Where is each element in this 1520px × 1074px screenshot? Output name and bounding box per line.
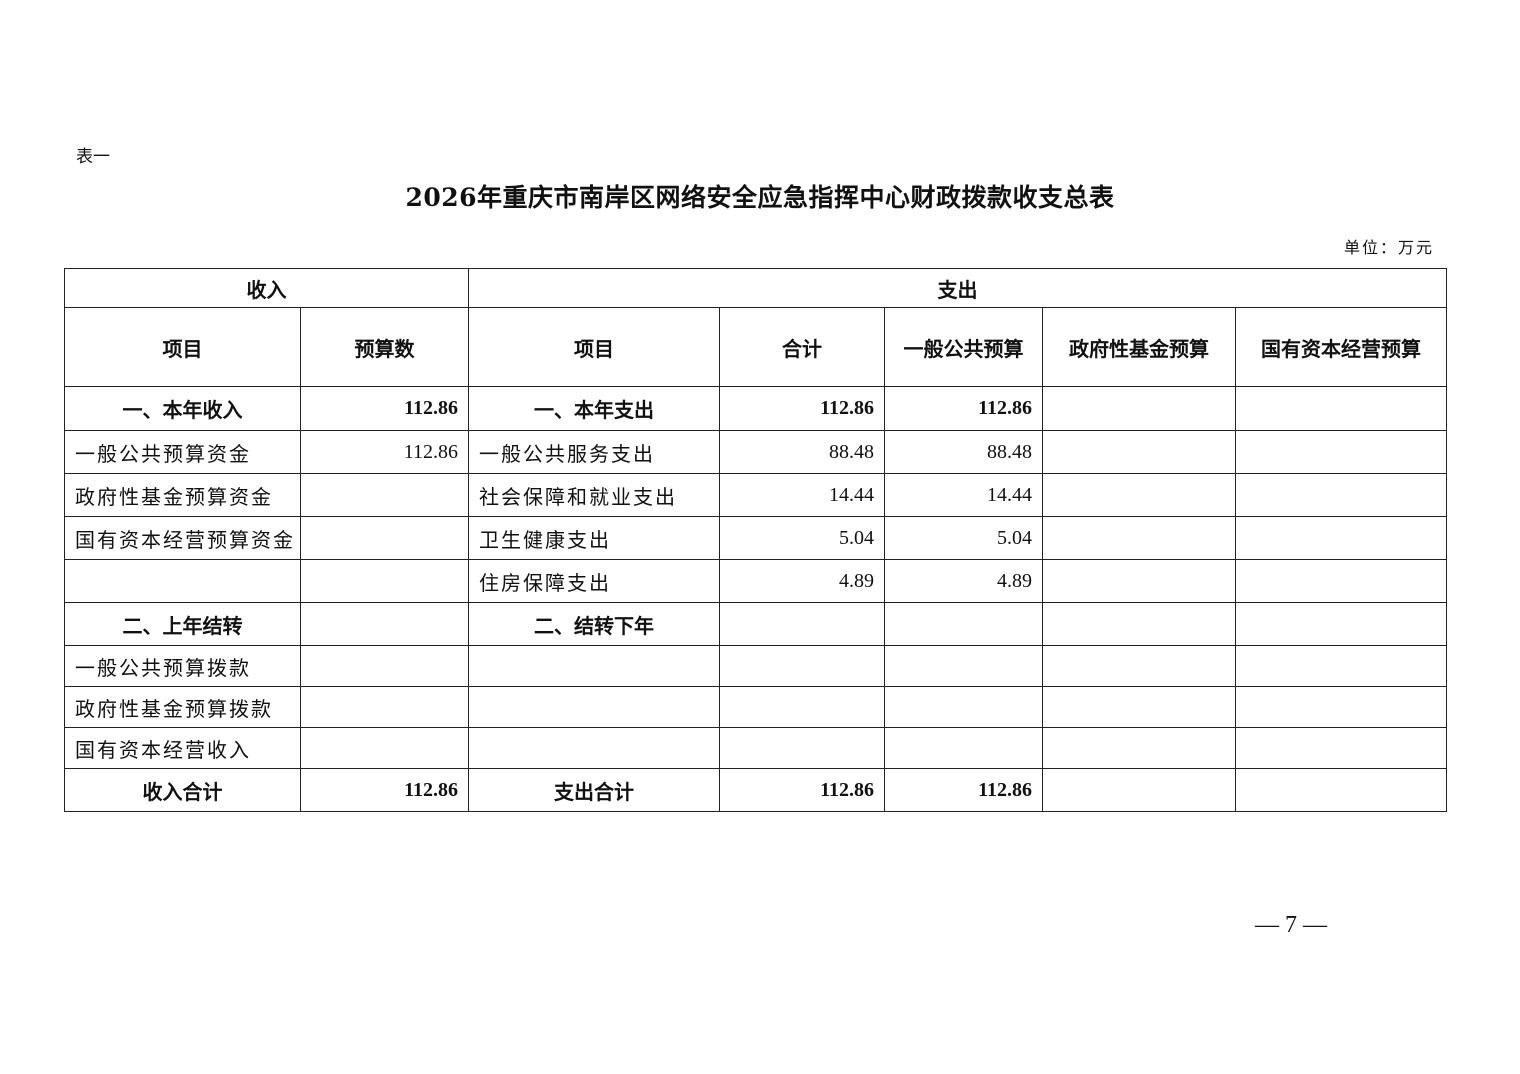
amount-cell [1042,768,1236,812]
amount-cell: 112.86 [884,386,1043,431]
amount-cell: 14.44 [884,473,1043,517]
table-row: 国有资本经营收入 [64,727,1448,769]
amount-cell [1042,727,1236,769]
table-row: 政府性基金预算资金 社会保障和就业支出 14.44 14.44 [64,473,1448,517]
amount-cell [300,602,469,646]
amount-cell [1042,386,1236,431]
amount-cell [300,645,469,687]
item-cell [468,686,720,728]
item-cell: 一般公共预算拨款 [64,645,301,687]
amount-cell [1234,602,1448,646]
item-cell: 收入合计 [64,768,301,812]
item-cell: 一、本年收入 [64,386,301,431]
item-cell: 社会保障和就业支出 [468,473,720,517]
amount-cell [1234,473,1448,517]
expense-header: 支出 [467,268,1448,308]
amount-cell [1234,430,1448,474]
amount-cell: 4.89 [884,559,1043,603]
item-cell [64,559,301,603]
table-row: 二、上年结转 二、结转下年 [64,602,1448,646]
amount-cell: 112.86 [300,768,469,812]
column-header: 预算数 [300,307,469,387]
amount-cell [1234,645,1448,687]
group-header-row: 收入 支出 [64,268,1448,308]
amount-cell: 88.48 [884,430,1043,474]
amount-cell [884,727,1043,769]
budget-table: 收入 支出 项目 预算数 项目 合计 一般公共预算 政府性基金预算 国有资本经营… [64,268,1448,812]
amount-cell [884,602,1043,646]
item-cell: 一般公共预算资金 [64,430,301,474]
table-row: 政府性基金预算拨款 [64,686,1448,728]
item-cell: 一般公共服务支出 [468,430,720,474]
column-header: 一般公共预算 [884,307,1043,387]
item-cell: 卫生健康支出 [468,516,720,560]
unit-label: 单位：万元 [1343,238,1434,257]
table-row: 住房保障支出 4.89 4.89 [64,559,1448,603]
item-cell: 住房保障支出 [468,559,720,603]
amount-cell: 4.89 [719,559,885,603]
amount-cell [1042,602,1236,646]
amount-cell [300,516,469,560]
item-cell: 国有资本经营收入 [64,727,301,769]
amount-cell [300,559,469,603]
amount-cell: 5.04 [719,516,885,560]
item-cell: 支出合计 [468,768,720,812]
column-header-row: 项目 预算数 项目 合计 一般公共预算 政府性基金预算 国有资本经营预算 [64,307,1448,387]
amount-cell [1234,559,1448,603]
item-cell [468,727,720,769]
page-title: 2026年重庆市南岸区网络安全应急指挥中心财政拨款收支总表 [405,183,1115,212]
item-cell: 国有资本经营预算资金 [64,516,301,560]
amount-cell [719,686,885,728]
amount-cell [884,686,1043,728]
table-label: 表一 [76,147,110,167]
amount-cell [1042,686,1236,728]
amount-cell: 5.04 [884,516,1043,560]
amount-cell [300,686,469,728]
amount-cell: 112.86 [719,386,885,431]
column-header: 国有资本经营预算 [1234,307,1448,387]
table-row: 一、本年收入 112.86 一、本年支出 112.86 112.86 [64,386,1448,431]
amount-cell [1042,559,1236,603]
item-cell: 二、上年结转 [64,602,301,646]
amount-cell [1234,386,1448,431]
amount-cell [1234,516,1448,560]
page-number: — 7 — [1255,912,1327,938]
item-cell: 一、本年支出 [468,386,720,431]
income-header: 收入 [64,268,469,308]
item-cell: 二、结转下年 [468,602,720,646]
column-header: 合计 [719,307,885,387]
item-cell [468,645,720,687]
column-header: 项目 [64,307,301,387]
amount-cell [719,602,885,646]
amount-cell: 112.86 [884,768,1043,812]
amount-cell [1234,768,1448,812]
amount-cell: 88.48 [719,430,885,474]
column-header: 项目 [468,307,720,387]
item-cell: 政府性基金预算拨款 [64,686,301,728]
amount-cell [1234,686,1448,728]
amount-cell: 14.44 [719,473,885,517]
amount-cell [719,727,885,769]
amount-cell: 112.86 [300,430,469,474]
table-row: 国有资本经营预算资金 卫生健康支出 5.04 5.04 [64,516,1448,560]
column-header: 政府性基金预算 [1042,307,1236,387]
amount-cell [1042,473,1236,517]
amount-cell [884,645,1043,687]
amount-cell [1234,727,1448,769]
amount-cell [1042,430,1236,474]
table-row: 一般公共预算拨款 [64,645,1448,687]
amount-cell [1042,516,1236,560]
amount-cell [1042,645,1236,687]
amount-cell [719,645,885,687]
amount-cell [300,727,469,769]
table-row: 收入合计 112.86 支出合计 112.86 112.86 [64,768,1448,812]
amount-cell: 112.86 [300,386,469,431]
amount-cell: 112.86 [719,768,885,812]
amount-cell [300,473,469,517]
table-row: 一般公共预算资金 112.86 一般公共服务支出 88.48 88.48 [64,430,1448,474]
item-cell: 政府性基金预算资金 [64,473,301,517]
